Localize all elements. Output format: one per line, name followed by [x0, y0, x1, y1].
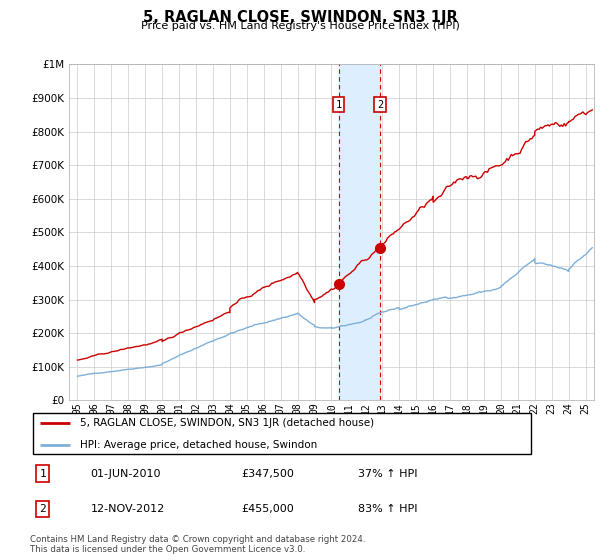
Text: 1: 1 [39, 469, 46, 479]
Text: 12-NOV-2012: 12-NOV-2012 [91, 504, 165, 514]
Text: 5, RAGLAN CLOSE, SWINDON, SN3 1JR (detached house): 5, RAGLAN CLOSE, SWINDON, SN3 1JR (detac… [80, 418, 374, 428]
Text: Price paid vs. HM Land Registry's House Price Index (HPI): Price paid vs. HM Land Registry's House … [140, 21, 460, 31]
Text: 2: 2 [39, 504, 46, 514]
Text: 1: 1 [335, 100, 342, 110]
Text: HPI: Average price, detached house, Swindon: HPI: Average price, detached house, Swin… [80, 440, 317, 450]
Bar [338, 64, 380, 400]
Text: Contains HM Land Registry data © Crown copyright and database right 2024.
This d: Contains HM Land Registry data © Crown c… [30, 535, 365, 554]
Text: £347,500: £347,500 [242, 469, 295, 479]
Text: 83% ↑ HPI: 83% ↑ HPI [358, 504, 417, 514]
Text: 37% ↑ HPI: 37% ↑ HPI [358, 469, 417, 479]
Text: £455,000: £455,000 [242, 504, 295, 514]
Text: 01-JUN-2010: 01-JUN-2010 [91, 469, 161, 479]
Text: 2: 2 [377, 100, 383, 110]
FancyBboxPatch shape [32, 413, 532, 454]
Text: 5, RAGLAN CLOSE, SWINDON, SN3 1JR: 5, RAGLAN CLOSE, SWINDON, SN3 1JR [143, 10, 457, 25]
